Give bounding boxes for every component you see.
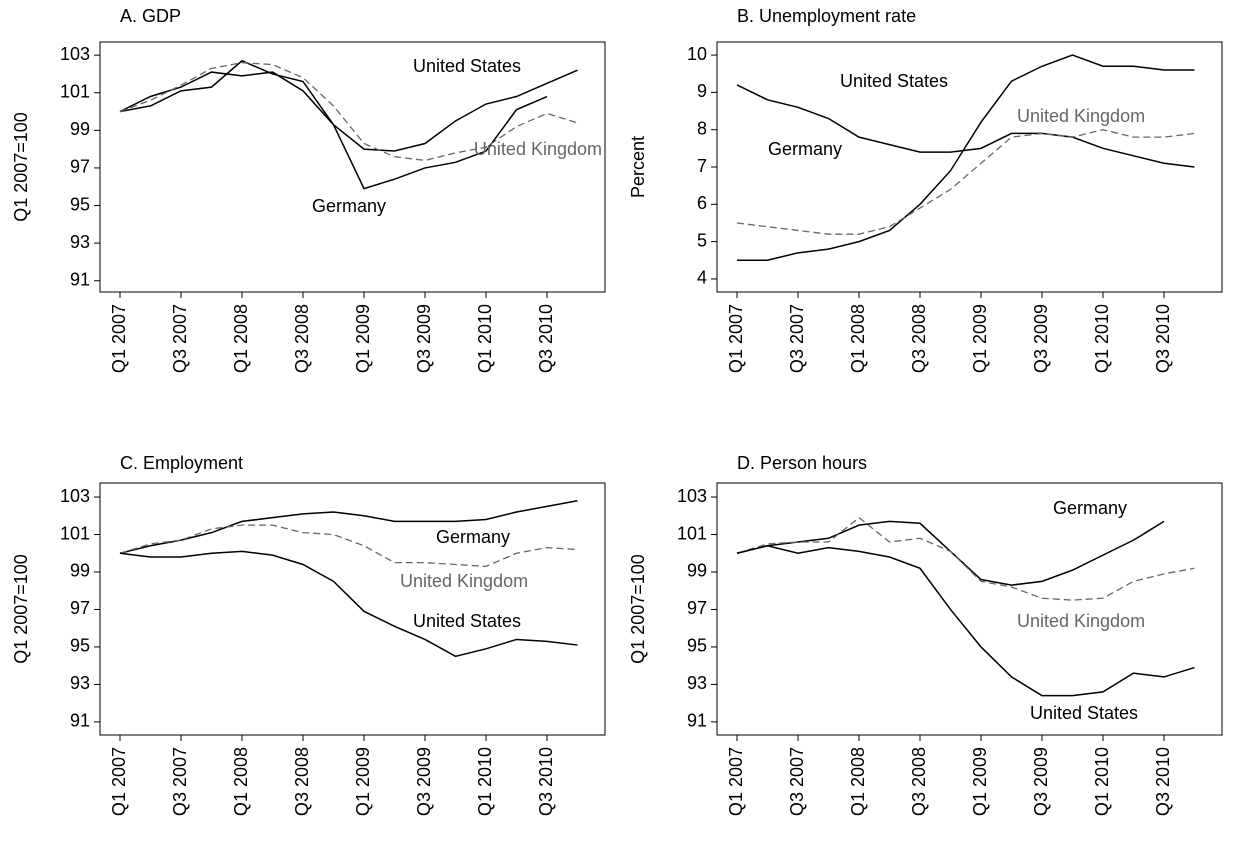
y-tick-label: 103 (60, 44, 90, 64)
x-tick-label: Q1 2009 (353, 747, 373, 816)
series-label: Germany (436, 527, 510, 547)
y-tick-label: 6 (697, 193, 707, 213)
series-label: United Kingdom (1017, 611, 1145, 631)
series-label: United States (413, 611, 521, 631)
x-tick-label: Q3 2009 (414, 304, 434, 373)
x-tick-label: Q3 2009 (1031, 747, 1051, 816)
y-tick-label: 91 (70, 269, 90, 289)
y-tick-label: 91 (687, 711, 707, 731)
series-label: United Kingdom (400, 571, 528, 591)
y-tick-label: 97 (687, 598, 707, 618)
x-tick-label: Q1 2008 (848, 304, 868, 373)
y-tick-label: 95 (687, 636, 707, 656)
chart-title: A. GDP (120, 6, 181, 26)
y-tick-label: 4 (697, 268, 707, 288)
x-tick-label: Q1 2010 (1092, 747, 1112, 816)
y-tick-label: 99 (70, 119, 90, 139)
y-tick-label: 97 (70, 157, 90, 177)
series-line (736, 84, 1195, 168)
series-label: United States (840, 71, 948, 91)
x-tick-label: Q1 2008 (231, 304, 251, 373)
x-tick-label: Q3 2008 (292, 747, 312, 816)
y-tick-label: 10 (687, 44, 707, 64)
series-label: Germany (1053, 498, 1127, 518)
x-tick-label: Q3 2010 (536, 747, 556, 816)
series-line (737, 54, 1195, 262)
y-tick-label: 9 (697, 81, 707, 101)
x-tick-label: Q3 2008 (909, 747, 929, 816)
y-tick-label: 93 (70, 673, 90, 693)
x-tick-label: Q1 2007 (109, 747, 129, 816)
x-tick-label: Q1 2010 (475, 304, 495, 373)
x-tick-label: Q1 2010 (475, 747, 495, 816)
chart-title: C. Employment (120, 453, 243, 473)
x-tick-label: Q3 2010 (1153, 304, 1173, 373)
series-line (119, 71, 548, 190)
y-axis-label: Q1 2007=100 (11, 112, 31, 222)
series-line (119, 550, 578, 658)
series-line (119, 500, 578, 554)
x-tick-label: Q3 2009 (414, 747, 434, 816)
x-tick-label: Q3 2007 (787, 304, 807, 373)
plot-frame (99, 482, 606, 736)
series-label: United Kingdom (1017, 106, 1145, 126)
series-line (119, 62, 578, 162)
series-label: United States (1030, 703, 1138, 723)
x-tick-label: Q3 2007 (170, 747, 190, 816)
series-label: Germany (768, 139, 842, 159)
series-line (736, 544, 1195, 697)
chart-title: B. Unemployment rate (737, 6, 916, 26)
series-label: Germany (312, 196, 386, 216)
y-tick-label: 95 (70, 636, 90, 656)
x-tick-label: Q3 2010 (536, 304, 556, 373)
x-tick-label: Q3 2007 (787, 747, 807, 816)
y-tick-label: 101 (60, 523, 90, 543)
x-tick-label: Q1 2009 (970, 304, 990, 373)
x-tick-label: Q1 2008 (231, 747, 251, 816)
y-tick-label: 99 (70, 561, 90, 581)
series-line (119, 59, 578, 152)
series-label: United States (413, 56, 521, 76)
series-line (736, 516, 1195, 601)
y-tick-label: 93 (70, 232, 90, 252)
x-tick-label: Q3 2009 (1031, 304, 1051, 373)
x-tick-label: Q3 2008 (909, 304, 929, 373)
y-tick-label: 97 (70, 598, 90, 618)
x-tick-label: Q1 2008 (848, 747, 868, 816)
x-tick-label: Q1 2007 (726, 747, 746, 816)
y-tick-label: 93 (687, 673, 707, 693)
y-axis-label: Q1 2007=100 (628, 554, 648, 664)
x-tick-label: Q3 2010 (1153, 747, 1173, 816)
y-tick-label: 103 (677, 486, 707, 506)
y-tick-label: 91 (70, 711, 90, 731)
y-tick-label: 95 (70, 194, 90, 214)
y-axis-label: Percent (628, 136, 648, 198)
y-tick-label: 99 (687, 561, 707, 581)
y-tick-label: 101 (60, 82, 90, 102)
x-tick-label: Q3 2007 (170, 304, 190, 373)
series-line (736, 129, 1195, 235)
x-tick-label: Q1 2009 (970, 747, 990, 816)
y-tick-label: 103 (60, 486, 90, 506)
x-tick-label: Q1 2007 (726, 304, 746, 373)
y-tick-label: 101 (677, 523, 707, 543)
series-line (119, 524, 578, 568)
y-tick-label: 8 (697, 118, 707, 138)
y-axis-label: Q1 2007=100 (11, 554, 31, 664)
plot-frame (716, 482, 1223, 736)
y-tick-label: 7 (697, 156, 707, 176)
series-label: United Kingdom (474, 139, 602, 159)
x-tick-label: Q1 2010 (1092, 304, 1112, 373)
plot-frame (99, 41, 606, 293)
x-tick-label: Q3 2008 (292, 304, 312, 373)
chart-title: D. Person hours (737, 453, 867, 473)
y-tick-label: 5 (697, 230, 707, 250)
x-tick-label: Q1 2009 (353, 304, 373, 373)
x-tick-label: Q1 2007 (109, 304, 129, 373)
